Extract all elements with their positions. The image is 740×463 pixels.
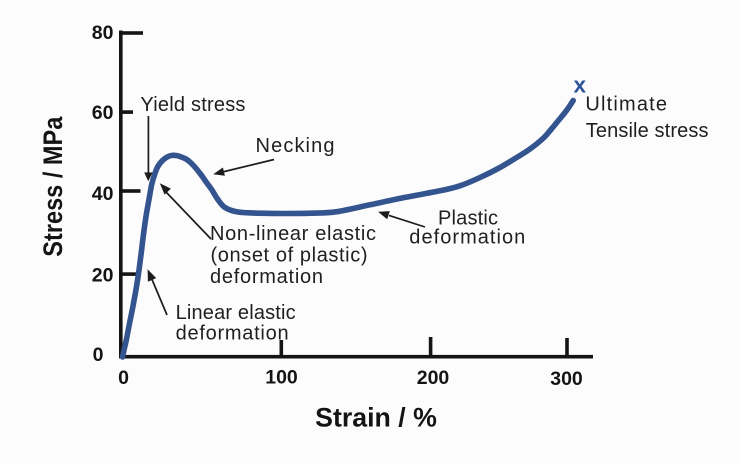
svg-text:Strain / %: Strain / % bbox=[315, 403, 437, 433]
svg-text:60: 60 bbox=[92, 102, 114, 124]
svg-text:Tensile stress: Tensile stress bbox=[586, 120, 709, 142]
svg-text:0: 0 bbox=[93, 344, 104, 366]
svg-text:0: 0 bbox=[118, 367, 129, 389]
svg-text:80: 80 bbox=[92, 22, 114, 44]
svg-text:Linear elastic: Linear elastic bbox=[176, 302, 296, 324]
svg-text:Yield stress: Yield stress bbox=[140, 94, 245, 116]
svg-text:Ultimate: Ultimate bbox=[585, 94, 667, 116]
svg-text:x: x bbox=[573, 72, 586, 97]
svg-text:200: 200 bbox=[417, 367, 450, 389]
svg-text:Plastic: Plastic bbox=[438, 207, 498, 229]
svg-text:100: 100 bbox=[265, 367, 298, 389]
svg-text:Stress / MPa: Stress / MPa bbox=[38, 116, 68, 257]
svg-text:20: 20 bbox=[92, 264, 114, 286]
svg-text:(onset of plastic): (onset of plastic) bbox=[211, 245, 368, 267]
svg-text:deformation: deformation bbox=[409, 226, 525, 248]
svg-text:300: 300 bbox=[550, 368, 583, 390]
svg-text:Non-linear elastic: Non-linear elastic bbox=[210, 223, 376, 245]
svg-text:40: 40 bbox=[92, 183, 114, 205]
svg-text:deformation: deformation bbox=[210, 266, 323, 288]
svg-text:Necking: Necking bbox=[256, 135, 335, 157]
svg-text:deformation: deformation bbox=[176, 323, 289, 345]
